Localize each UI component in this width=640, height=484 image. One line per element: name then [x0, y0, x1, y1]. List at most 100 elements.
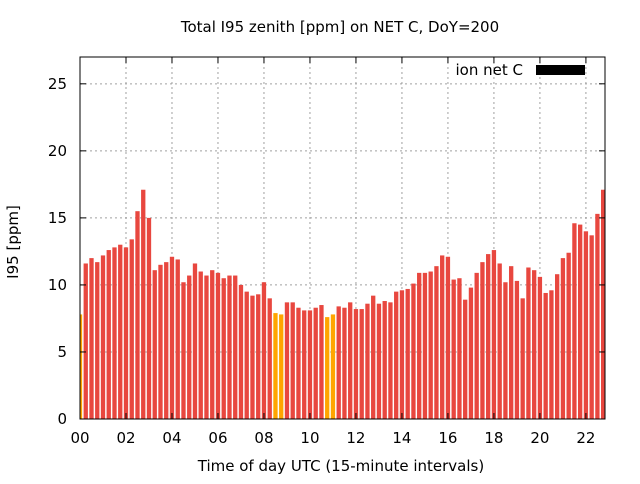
x-tick-label: 22 [576, 429, 595, 447]
bar [330, 314, 336, 419]
x-tick-label: 04 [162, 429, 181, 447]
bar [348, 302, 353, 419]
bar [520, 298, 525, 419]
bar [480, 262, 485, 419]
chart-title: Total I95 zenith [ppm] on NET C, DoY=200 [180, 18, 499, 36]
bar [112, 247, 117, 419]
bar [233, 275, 238, 419]
bar [555, 274, 560, 419]
ticks: 0 5 10 15 20 25 00 02 04 06 08 10 12 14 16 18 20 22 [48, 57, 605, 447]
bar [325, 317, 330, 419]
bar [451, 279, 456, 419]
bar [543, 292, 548, 419]
x-tick-label: 08 [254, 429, 273, 447]
bar [560, 258, 566, 419]
bar [296, 307, 301, 419]
bar [537, 276, 543, 419]
bar [302, 310, 307, 419]
bar [118, 244, 123, 419]
bar [284, 302, 290, 419]
bar [583, 231, 589, 419]
bar [89, 258, 94, 419]
x-tick-label: 18 [484, 429, 503, 447]
bar [359, 309, 364, 419]
bar [440, 255, 445, 419]
x-tick-label: 20 [530, 429, 549, 447]
plot-frame [79, 56, 606, 420]
bar [353, 309, 359, 419]
bar [468, 287, 474, 419]
bar [221, 278, 226, 419]
bar [336, 306, 341, 419]
bar [532, 270, 537, 419]
bar [388, 302, 393, 419]
y-tick-label: 20 [48, 142, 67, 160]
bar [428, 271, 433, 419]
bar [198, 271, 203, 419]
bar [319, 305, 324, 419]
bar [187, 275, 192, 419]
bar [261, 282, 267, 419]
bar [503, 282, 508, 419]
legend-swatch [536, 65, 585, 75]
bar [376, 303, 382, 419]
bar [394, 291, 399, 419]
bar [417, 272, 422, 419]
bar [210, 270, 215, 419]
x-axis-label: Time of day UTC (15-minute intervals) [197, 457, 484, 475]
bar [135, 211, 140, 419]
bar [244, 291, 249, 419]
bar [146, 217, 152, 419]
bar [342, 307, 347, 419]
bar [382, 301, 387, 419]
bar [526, 267, 531, 419]
bar [279, 314, 284, 419]
bar [578, 224, 583, 419]
bar [106, 250, 111, 419]
x-tick-label: 10 [300, 429, 319, 447]
legend: ion net C [456, 61, 585, 79]
bar [457, 278, 462, 419]
bar [549, 290, 554, 419]
bar [365, 303, 370, 419]
bar [215, 272, 221, 419]
bar [514, 280, 520, 419]
bar [158, 264, 163, 419]
bar [164, 262, 169, 419]
x-tick-label: 14 [392, 429, 411, 447]
y-tick-label: 5 [57, 343, 67, 361]
bar [474, 272, 479, 419]
bar [169, 256, 175, 419]
bar [399, 290, 405, 419]
y-tick-label: 25 [48, 75, 67, 93]
bar [422, 272, 428, 419]
bar [250, 295, 255, 419]
legend-label: ion net C [456, 61, 523, 79]
x-tick-label: 02 [116, 429, 135, 447]
bar [434, 266, 439, 419]
bar [307, 310, 313, 419]
bar [463, 299, 468, 419]
bar [497, 263, 502, 419]
bars [80, 189, 605, 419]
bar [491, 250, 497, 419]
bar [595, 213, 600, 419]
bar [95, 262, 100, 419]
bar [273, 313, 278, 419]
y-axis-label: I95 [ppm] [4, 205, 22, 279]
bar [371, 295, 376, 419]
x-tick-label: 16 [438, 429, 457, 447]
bar [141, 189, 146, 419]
bar [227, 275, 232, 419]
bar [411, 283, 416, 419]
bar [445, 256, 451, 419]
bar [80, 314, 83, 419]
bar [267, 298, 272, 419]
bar [256, 294, 261, 419]
bar [238, 284, 244, 419]
bar [100, 255, 106, 419]
bar [175, 259, 180, 419]
bar [509, 266, 514, 419]
bar [83, 263, 88, 419]
